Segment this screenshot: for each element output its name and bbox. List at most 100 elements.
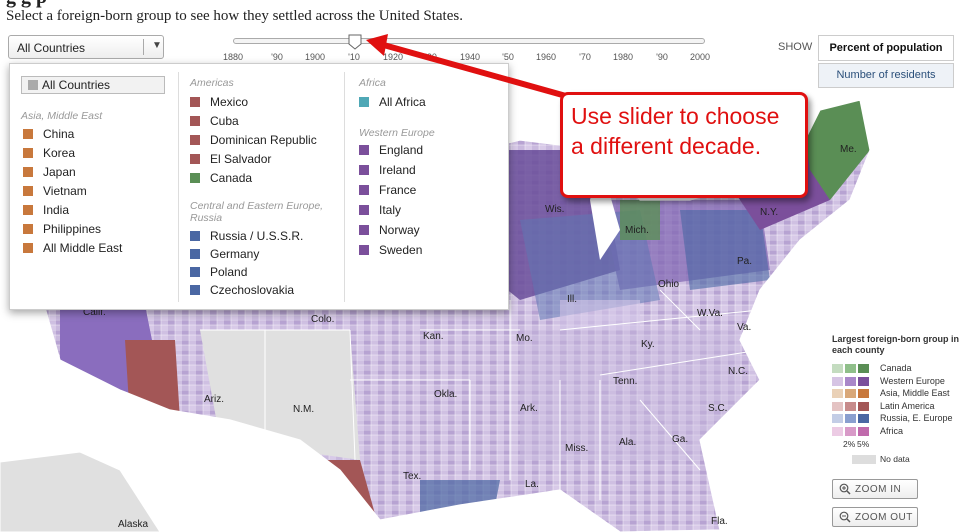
tick-label[interactable]: 1900: [304, 52, 326, 62]
chevron-down-icon[interactable]: ▼: [152, 40, 162, 51]
state-label: N.C.: [728, 366, 748, 377]
legend-swatch: [845, 376, 856, 386]
swatch: [359, 185, 369, 195]
legend-no-data-swatch: [852, 455, 876, 464]
option-label: All Countries: [42, 78, 111, 92]
legend-swatch: [845, 414, 856, 423]
legend-label: Canada: [880, 363, 912, 373]
state-label: Mich.: [625, 225, 649, 236]
intro-text: Select a foreign-born group to see how t…: [6, 8, 463, 24]
swatch: [359, 165, 369, 175]
legend-swatch: [845, 401, 856, 411]
tick-label[interactable]: 2000: [689, 52, 711, 62]
option-label: All Middle East: [43, 241, 123, 255]
option-label: Korea: [43, 146, 76, 160]
legend-swatch: [832, 364, 843, 373]
legend-no-data-label: No data: [880, 454, 910, 464]
swatch: [190, 135, 200, 145]
legend-swatch: [832, 401, 843, 411]
legend-swatch: [858, 364, 869, 373]
tick-label[interactable]: '70: [579, 52, 591, 62]
state-label: Ala.: [619, 437, 636, 448]
swatch: [23, 167, 33, 177]
option-label: Japan: [43, 165, 76, 179]
swatch: [23, 224, 33, 234]
option-label: Sweden: [379, 243, 423, 257]
decade-slider-handle[interactable]: [348, 34, 362, 50]
legend-swatch: [858, 414, 869, 423]
group-heading: Americas: [190, 77, 234, 89]
state-label: Calif.: [83, 307, 106, 318]
option-label: El Salvador: [210, 152, 272, 166]
option-label: Italy: [379, 203, 402, 217]
state-label: Tenn.: [613, 376, 637, 387]
state-label: Ark.: [520, 403, 538, 414]
option-all-countries[interactable]: All Countries: [21, 76, 165, 94]
state-label: La.: [525, 479, 539, 490]
state-label: Tex.: [403, 471, 421, 482]
panel-divider: [344, 72, 345, 302]
state-label: Me.: [840, 144, 857, 155]
option-label: Canada: [210, 171, 253, 185]
legend-title: Largest foreign-born group in each count…: [832, 334, 959, 355]
tick-label[interactable]: 1880: [222, 52, 244, 62]
legend-swatch: [832, 414, 843, 423]
legend-5pct: 5%: [857, 439, 870, 449]
legend-2pct: 2%: [843, 439, 856, 449]
zoom-out-icon: [839, 511, 851, 523]
state-label: Ga.: [672, 434, 688, 445]
swatch: [190, 154, 200, 164]
state-label: W.Va.: [697, 308, 723, 319]
group-heading: Western Europe: [359, 127, 435, 139]
tutorial-callout: Use slider to choose a different decade.: [560, 92, 808, 198]
legend-label: Asia, Middle East: [880, 388, 950, 398]
option-label: Philippines: [43, 222, 102, 236]
legend-swatch: [832, 376, 843, 386]
option-label: Germany: [210, 247, 260, 261]
group-heading: Africa: [359, 77, 386, 89]
zoom-in-button[interactable]: ZOOM IN: [832, 479, 918, 499]
option-label: Dominican Republic: [210, 133, 317, 147]
country-select-value: All Countries: [17, 41, 86, 55]
legend-swatch: [845, 364, 856, 373]
decade-slider-track[interactable]: [233, 38, 705, 44]
option-label: Czechoslovakia: [210, 283, 295, 297]
tick-label[interactable]: '90: [271, 52, 283, 62]
option-label: Ireland: [379, 163, 416, 177]
group-heading: Asia, Middle East: [21, 110, 103, 122]
state-label: Ohio: [658, 279, 680, 290]
legend: Largest foreign-born group in each count…: [832, 334, 978, 464]
state-label: Alaska: [118, 519, 148, 530]
state-label: N.Y.: [760, 207, 778, 218]
swatch: [23, 129, 33, 139]
swatch: [190, 285, 200, 295]
legend-label: Latin America: [880, 400, 935, 411]
swatch: [190, 231, 200, 241]
state-label: Ky.: [641, 339, 655, 350]
tick-label[interactable]: 1980: [612, 52, 634, 62]
legend-label: Africa: [880, 425, 904, 436]
swatch: [28, 80, 38, 90]
state-label: Ill.: [567, 294, 577, 305]
tick-label[interactable]: '90: [656, 52, 668, 62]
state-label: Miss.: [565, 443, 588, 454]
option-label: China: [43, 127, 75, 141]
swatch: [190, 173, 200, 183]
number-of-residents-button[interactable]: Number of residents: [818, 63, 954, 88]
option-label: Poland: [210, 265, 248, 279]
swatch: [359, 205, 369, 215]
zoom-in-icon: [839, 483, 851, 495]
swatch: [23, 243, 33, 253]
option-label: Norway: [379, 223, 420, 237]
legend-label: Russia, E. Europe: [880, 413, 953, 423]
swatch: [23, 148, 33, 158]
option-label: Mexico: [210, 95, 249, 109]
zoom-out-button[interactable]: ZOOM OUT: [832, 507, 918, 527]
country-select[interactable]: All Countries ▼: [8, 35, 164, 59]
state-label: Pa.: [737, 256, 752, 267]
tick-label[interactable]: '10: [348, 52, 360, 62]
legend-swatch: [858, 389, 869, 398]
legend-swatch: [832, 389, 843, 398]
option-label: Russia / U.S.S.R.: [210, 229, 304, 243]
percent-of-population-button[interactable]: Percent of population: [818, 35, 954, 61]
